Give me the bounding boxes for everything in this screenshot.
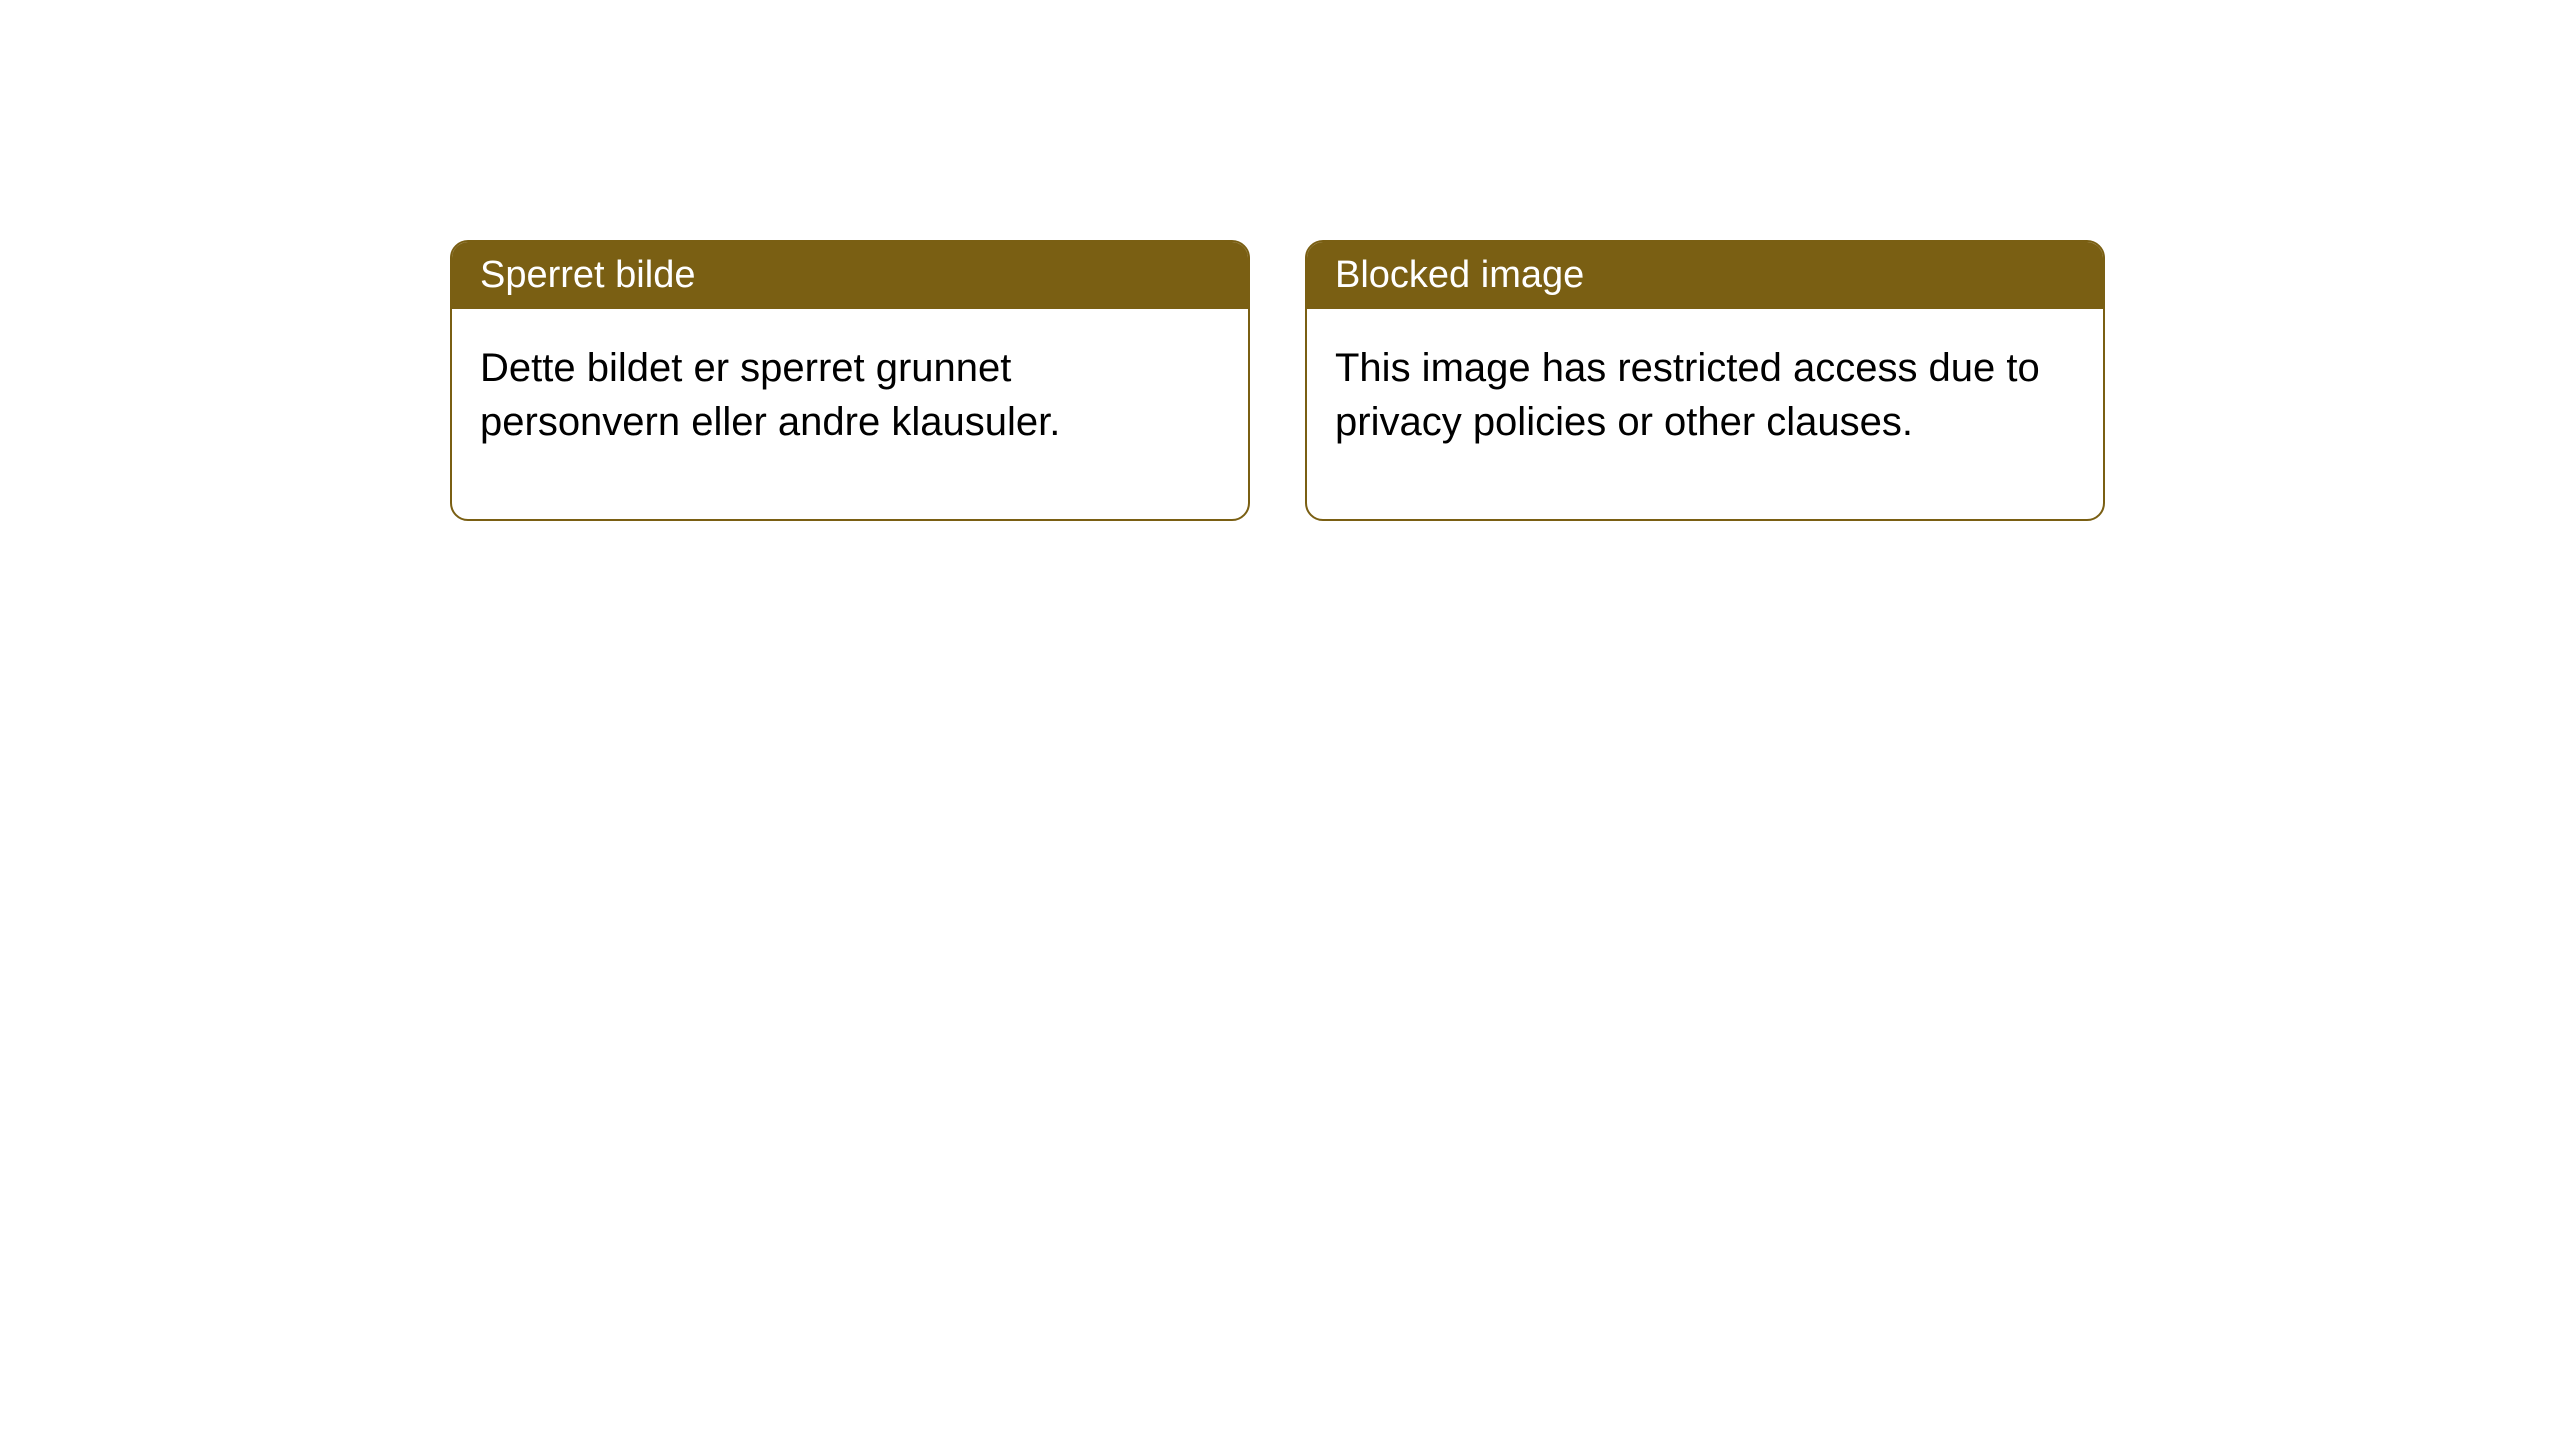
card-body-text: This image has restricted access due to …	[1335, 346, 2040, 444]
card-title: Blocked image	[1335, 254, 1584, 296]
card-header: Sperret bilde	[452, 242, 1248, 309]
card-body-text: Dette bildet er sperret grunnet personve…	[480, 346, 1060, 444]
notice-card-norwegian: Sperret bilde Dette bildet er sperret gr…	[450, 240, 1250, 521]
card-body: This image has restricted access due to …	[1307, 309, 2103, 519]
card-body: Dette bildet er sperret grunnet personve…	[452, 309, 1248, 519]
notice-container: Sperret bilde Dette bildet er sperret gr…	[450, 240, 2105, 521]
card-header: Blocked image	[1307, 242, 2103, 309]
notice-card-english: Blocked image This image has restricted …	[1305, 240, 2105, 521]
card-title: Sperret bilde	[480, 254, 695, 296]
